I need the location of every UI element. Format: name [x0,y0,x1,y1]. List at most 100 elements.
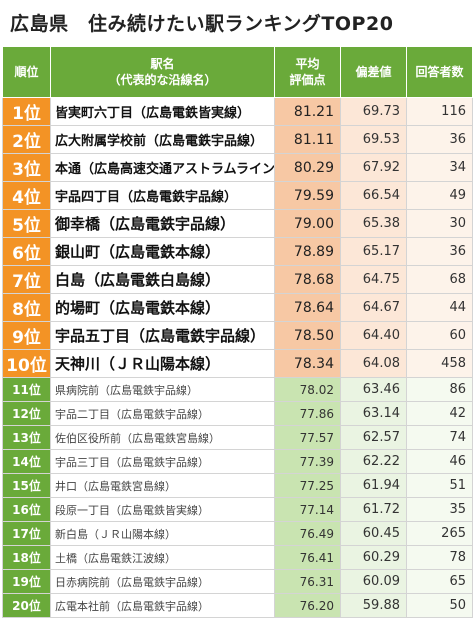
table-row: 1位 皆実町六丁目（広島電鉄皆実線） 81.21 69.73 116 [2,97,473,126]
rank-cell: 3位 [2,153,51,182]
station-name-cell: 佐伯区役所前（広島電鉄宮島線） [50,425,275,450]
respondents-cell: 86 [406,377,473,402]
deviation-cell: 63.14 [340,401,407,426]
header-average-score-line2: 評価点 [289,73,326,87]
table-row: 11位 県病院前（広島電鉄宇品線） 78.02 63.46 86 [2,377,473,402]
station-name-cell: 本通（広島高速交通アストラムライン） [50,153,275,182]
average-score-cell: 78.68 [274,265,341,294]
respondents-cell: 74 [406,425,473,450]
deviation-cell: 65.17 [340,237,407,266]
rank-cell: 11位 [2,377,51,402]
rank-cell: 5位 [2,209,51,238]
header-row: 順位 駅名 （代表的な沿線名） 平均 評価点 偏差値 回答者数 [2,46,473,98]
respondents-cell: 36 [406,125,473,154]
average-score-cell: 81.11 [274,125,341,154]
respondents-cell: 458 [406,349,473,378]
table-row: 8位 的場町（広島電鉄本線） 78.64 64.67 44 [2,293,473,322]
header-station-name-line1: 駅名 [150,57,175,71]
deviation-cell: 62.22 [340,449,407,474]
table-row: 7位 白島（広島電鉄白島線） 78.68 64.75 68 [2,265,473,294]
station-name-cell: 宇品四丁目（広島電鉄宇品線） [50,181,275,210]
respondents-cell: 116 [406,97,473,126]
table-row: 12位 宇品二丁目（広島電鉄宇品線） 77.86 63.14 42 [2,401,473,426]
average-score-cell: 77.14 [274,497,341,522]
average-score-cell: 78.89 [274,237,341,266]
rank-cell: 2位 [2,125,51,154]
average-score-cell: 78.02 [274,377,341,402]
average-score-cell: 76.41 [274,545,341,570]
deviation-cell: 60.09 [340,569,407,594]
respondents-cell: 265 [406,521,473,546]
average-score-cell: 78.34 [274,349,341,378]
respondents-cell: 68 [406,265,473,294]
rank-cell: 8位 [2,293,51,322]
respondents-cell: 44 [406,293,473,322]
rank-cell: 20位 [2,593,51,618]
deviation-cell: 62.57 [340,425,407,450]
respondents-cell: 78 [406,545,473,570]
table-row: 15位 井口（広島電鉄宮島線） 77.25 61.94 51 [2,473,473,498]
deviation-cell: 64.08 [340,349,407,378]
header-respondents: 回答者数 [406,46,473,98]
average-score-cell: 78.50 [274,321,341,350]
table-row: 17位 新白島（ＪＲ山陽本線） 76.49 60.45 265 [2,521,473,546]
respondents-cell: 46 [406,449,473,474]
deviation-cell: 64.75 [340,265,407,294]
station-name-cell: 広大附属学校前（広島電鉄宇品線） [50,125,275,154]
deviation-cell: 67.92 [340,153,407,182]
rank-cell: 18位 [2,545,51,570]
station-name-cell: 白島（広島電鉄白島線） [50,265,275,294]
station-name-cell: 皆実町六丁目（広島電鉄皆実線） [50,97,275,126]
average-score-cell: 76.49 [274,521,341,546]
station-name-cell: 天神川（ＪＲ山陽本線） [50,349,275,378]
respondents-cell: 51 [406,473,473,498]
station-name-cell: 宇品五丁目（広島電鉄宇品線） [50,321,275,350]
table-row: 4位 宇品四丁目（広島電鉄宇品線） 79.59 66.54 49 [2,181,473,210]
page-title: 広島県 住み続けたい駅ランキングTOP20 [10,12,394,35]
deviation-cell: 59.88 [340,593,407,618]
rank-cell: 12位 [2,401,51,426]
station-name-cell: 井口（広島電鉄宮島線） [50,473,275,498]
deviation-cell: 66.54 [340,181,407,210]
ranking-table: 順位 駅名 （代表的な沿線名） 平均 評価点 偏差値 回答者数 1位 皆実町六丁目… [2,46,473,618]
table-row: 16位 段原一丁目（広島電鉄皆実線） 77.14 61.72 35 [2,497,473,522]
station-name-cell: 日赤病院前（広島電鉄宇品線） [50,569,275,594]
respondents-cell: 35 [406,497,473,522]
respondents-cell: 36 [406,237,473,266]
average-score-cell: 77.86 [274,401,341,426]
rank-cell: 19位 [2,569,51,594]
rank-cell: 13位 [2,425,51,450]
deviation-cell: 69.73 [340,97,407,126]
station-name-cell: 宇品二丁目（広島電鉄宇品線） [50,401,275,426]
rank-cell: 9位 [2,321,51,350]
respondents-cell: 30 [406,209,473,238]
table-row: 6位 銀山町（広島電鉄本線） 78.89 65.17 36 [2,237,473,266]
deviation-cell: 64.40 [340,321,407,350]
table-row: 2位 広大附属学校前（広島電鉄宇品線） 81.11 69.53 36 [2,125,473,154]
station-name-cell: 県病院前（広島電鉄宇品線） [50,377,275,402]
average-score-cell: 81.21 [274,97,341,126]
table-row: 19位 日赤病院前（広島電鉄宇品線） 76.31 60.09 65 [2,569,473,594]
station-name-cell: 御幸橋（広島電鉄宇品線） [50,209,275,238]
rank-cell: 7位 [2,265,51,294]
deviation-cell: 61.72 [340,497,407,522]
rank-cell: 4位 [2,181,51,210]
deviation-cell: 69.53 [340,125,407,154]
average-score-cell: 79.00 [274,209,341,238]
respondents-cell: 50 [406,593,473,618]
average-score-cell: 76.31 [274,569,341,594]
respondents-cell: 65 [406,569,473,594]
table-row: 9位 宇品五丁目（広島電鉄宇品線） 78.50 64.40 60 [2,321,473,350]
header-station-name: 駅名 （代表的な沿線名） [50,46,275,98]
average-score-cell: 77.25 [274,473,341,498]
table-row: 18位 土橋（広島電鉄江波線） 76.41 60.29 78 [2,545,473,570]
deviation-cell: 60.45 [340,521,407,546]
rank-cell: 10位 [2,349,51,378]
average-score-cell: 79.59 [274,181,341,210]
station-name-cell: 土橋（広島電鉄江波線） [50,545,275,570]
respondents-cell: 49 [406,181,473,210]
table-row: 13位 佐伯区役所前（広島電鉄宮島線） 77.57 62.57 74 [2,425,473,450]
rank-cell: 16位 [2,497,51,522]
header-rank: 順位 [2,46,51,98]
deviation-cell: 61.94 [340,473,407,498]
